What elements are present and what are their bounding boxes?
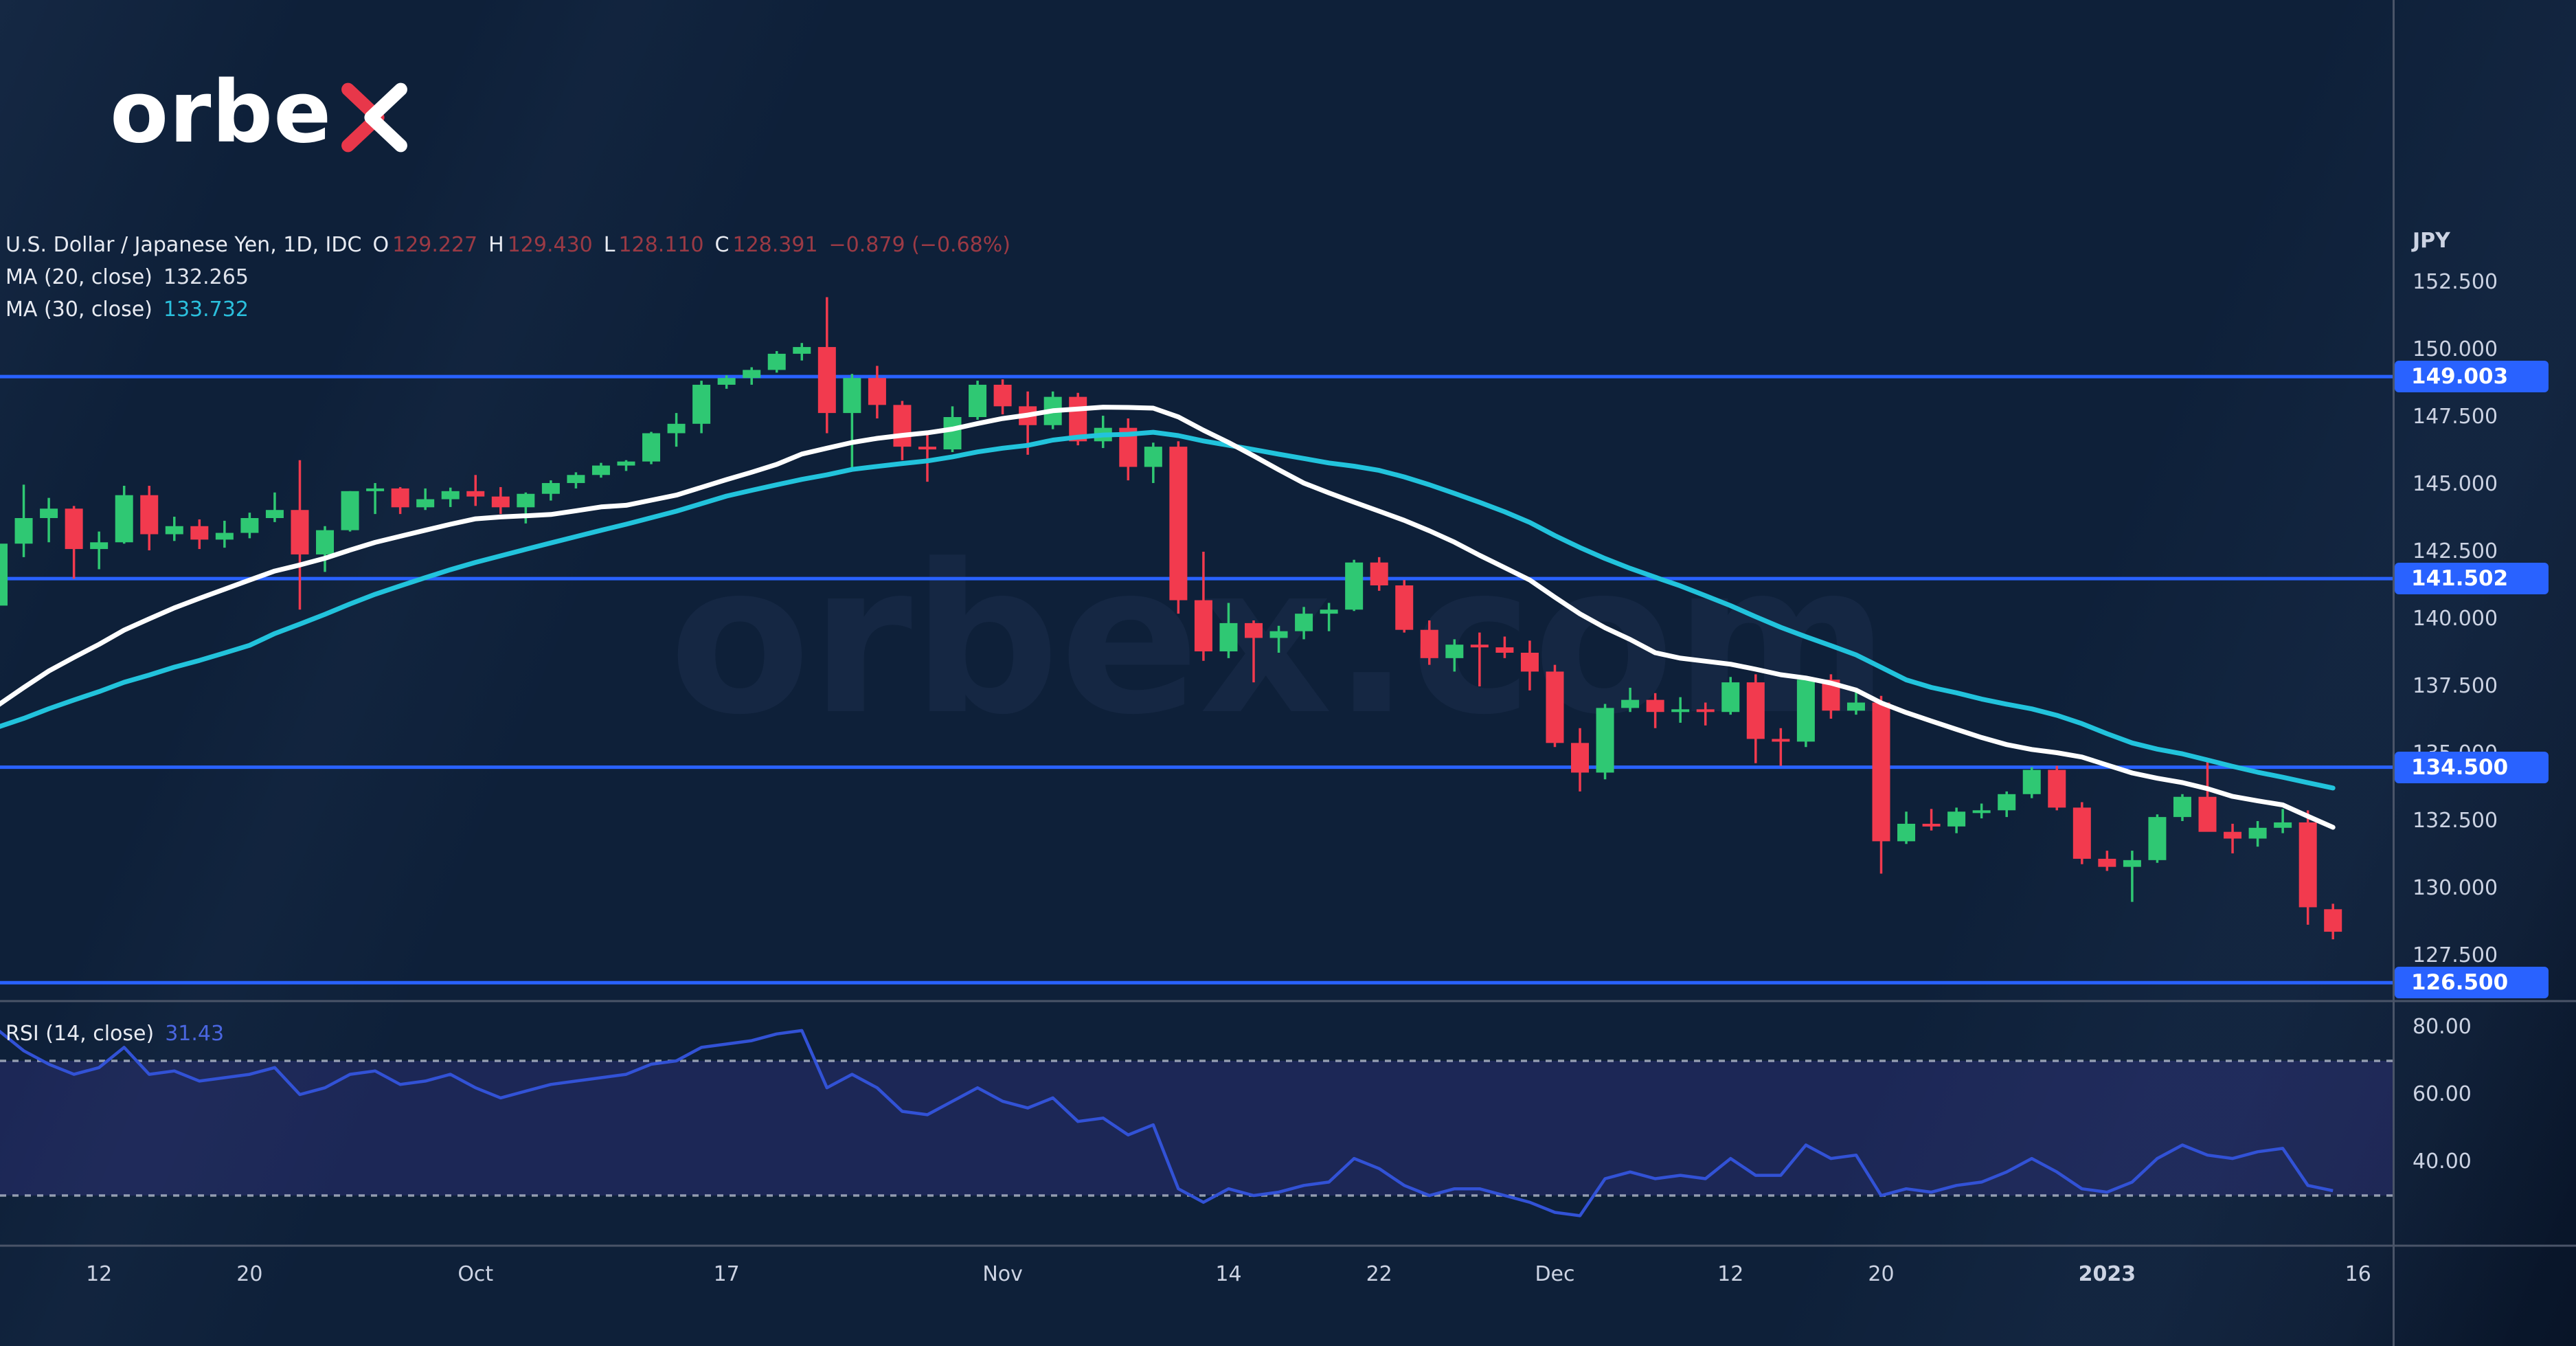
logo-text: orbe xyxy=(110,63,332,162)
ohlc-value: 128.391 xyxy=(732,233,818,257)
price-level-badge: 134.500 xyxy=(2395,751,2549,783)
price-tick: 127.500 xyxy=(2413,943,2498,967)
time-axis[interactable]: 12 20 Oct 17 Nov 14 22 Dec 12 20 2023 16 xyxy=(0,1246,2576,1346)
ma30-line xyxy=(0,429,2336,791)
time-tick: Nov xyxy=(982,1262,1023,1286)
price-tick: 145.000 xyxy=(2413,472,2498,496)
orbex-logo: orbe xyxy=(110,63,409,162)
rsi-tick: 80.00 xyxy=(2413,1015,2472,1039)
rsi-tick: 40.00 xyxy=(2413,1149,2472,1174)
price-tick: 130.000 xyxy=(2413,876,2498,900)
price-tick: 150.000 xyxy=(2413,337,2498,361)
ohlc-key: O xyxy=(372,233,389,257)
price-tick: 137.500 xyxy=(2413,674,2498,698)
price-level-badge: 149.003 xyxy=(2395,361,2549,393)
time-tick: Dec xyxy=(1535,1262,1575,1286)
time-tick: 17 xyxy=(713,1262,740,1286)
time-tick: Oct xyxy=(457,1262,494,1286)
rsi-line xyxy=(0,1029,2334,1218)
ma30-label: MA (30, close) xyxy=(5,298,152,322)
rsi-label: RSI (14, close) xyxy=(5,1022,155,1046)
rsi-value: 31.43 xyxy=(165,1022,225,1046)
time-tick: 14 xyxy=(1215,1262,1242,1286)
logo-x-icon xyxy=(341,82,408,153)
ma30-value: 133.732 xyxy=(163,298,249,322)
ma20-line xyxy=(0,405,2336,830)
main-pane xyxy=(0,297,2393,985)
ohlc-key: L xyxy=(603,233,615,257)
change-value: −0.879 (−0.68%) xyxy=(828,233,1010,257)
ohlc-value: 128.110 xyxy=(618,233,704,257)
ohlc-key: C xyxy=(714,233,730,257)
time-tick: 12 xyxy=(1717,1262,1744,1286)
chart-legend: U.S. Dollar / Japanese Yen, 1D, IDC O 129… xyxy=(5,229,1010,326)
ma20-value: 132.265 xyxy=(163,265,249,289)
ohlc-readout: O 129.227 H 129.430 L 128.110 C 128.391 −0.879 (… xyxy=(361,233,1010,257)
price-tick: 152.500 xyxy=(2413,270,2498,294)
rsi-tick: 60.00 xyxy=(2413,1082,2472,1106)
time-tick: 22 xyxy=(1366,1262,1392,1286)
time-tick: 20 xyxy=(236,1262,263,1286)
time-tick: 12 xyxy=(86,1262,113,1286)
ma30-row[interactable]: MA (30, close) 133.732 xyxy=(5,293,1010,326)
ohlc-value: 129.430 xyxy=(507,233,593,257)
rsi-pane xyxy=(0,1029,2393,1218)
time-tick: 2023 xyxy=(2078,1262,2136,1286)
ohlc-value: 129.227 xyxy=(392,233,478,257)
symbol-row[interactable]: U.S. Dollar / Japanese Yen, 1D, IDC O 129… xyxy=(5,229,1010,261)
price-tick: 140.000 xyxy=(2413,607,2498,631)
price-level-badge: 126.500 xyxy=(2395,967,2549,999)
currency-label: JPY xyxy=(2413,229,2450,253)
ohlc-key: H xyxy=(488,233,504,257)
price-level-badge: 141.502 xyxy=(2395,563,2549,595)
price-tick: 132.500 xyxy=(2413,809,2498,833)
ma20-label: MA (20, close) xyxy=(5,265,152,289)
time-tick: 16 xyxy=(2345,1262,2371,1286)
price-axis[interactable]: JPY 152.500 150.000 147.500 145.000 142.500 1… xyxy=(2393,0,2576,1346)
time-tick: 20 xyxy=(1868,1262,1895,1286)
price-tick: 142.500 xyxy=(2413,539,2498,563)
ma20-row[interactable]: MA (20, close) 132.265 xyxy=(5,261,1010,293)
price-tick: 147.500 xyxy=(2413,405,2498,429)
symbol-title: U.S. Dollar / Japanese Yen, 1D, IDC xyxy=(5,233,362,257)
rsi-row[interactable]: RSI (14, close) 31.43 xyxy=(5,1018,224,1050)
